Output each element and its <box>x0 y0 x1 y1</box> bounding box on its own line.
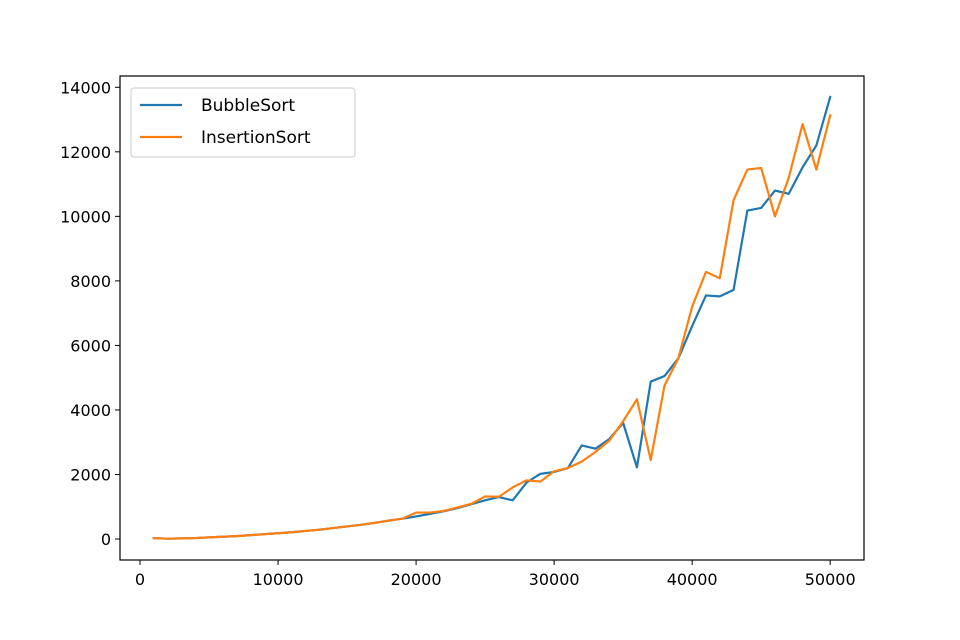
y-tick-label: 8000 <box>70 272 111 291</box>
x-tick-label: 30000 <box>529 570 580 589</box>
x-axis: 0 10000 20000 30000 40000 50000 <box>135 560 856 589</box>
y-tick-label: 6000 <box>70 336 111 355</box>
axes-frame <box>119 75 865 561</box>
x-tick-label: 50000 <box>805 570 856 589</box>
y-tick-label: 14000 <box>60 78 111 97</box>
y-axis: 0 2000 4000 6000 8000 10000 12000 14000 <box>60 78 120 549</box>
legend: BubbleSort InsertionSort <box>130 87 356 158</box>
y-tick-label: 4000 <box>70 401 111 420</box>
series-layer <box>152 95 832 540</box>
legend-label-insertionsort: InsertionSort <box>201 128 311 148</box>
y-tick-label: 10000 <box>60 207 111 226</box>
x-tick-label: 20000 <box>391 570 442 589</box>
y-tick-label: 0 <box>101 530 111 549</box>
series-line-insertionsort <box>152 114 832 540</box>
legend-label-bubblesort: BubbleSort <box>201 96 295 116</box>
x-tick-label: 10000 <box>253 570 304 589</box>
legend-box <box>130 87 356 158</box>
x-tick-label: 0 <box>135 570 145 589</box>
x-tick-label: 40000 <box>667 570 718 589</box>
y-tick-label: 12000 <box>60 143 111 162</box>
y-tick-label: 2000 <box>70 465 111 484</box>
